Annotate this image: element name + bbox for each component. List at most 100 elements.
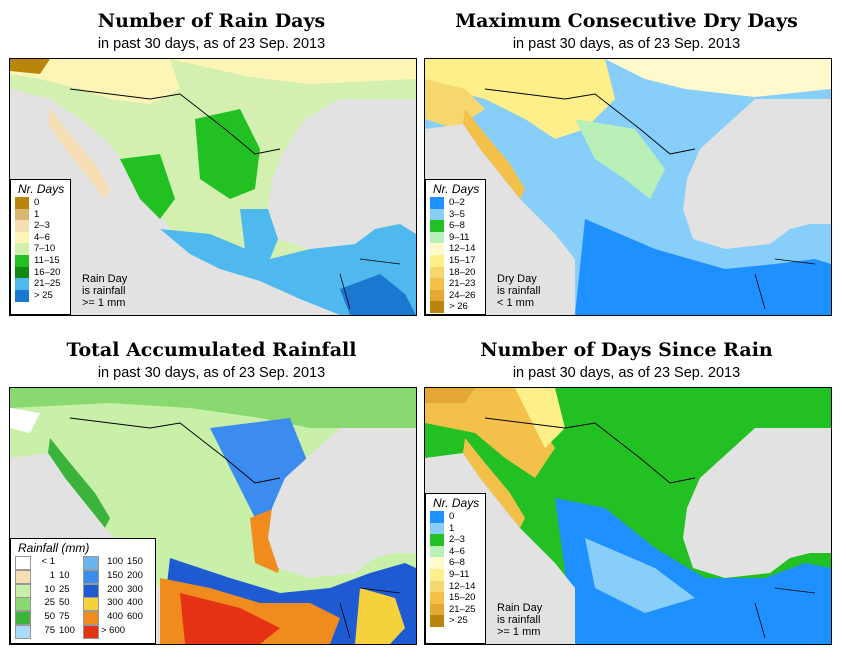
legend-swatch: [15, 220, 29, 233]
legend-swatch: [15, 231, 29, 244]
legend-swatch: [15, 289, 29, 302]
legend-label: 18–20: [449, 266, 476, 278]
map-dry-days: [424, 58, 832, 316]
map-graphic: [425, 388, 831, 644]
legend-title: Nr. Days: [433, 182, 480, 196]
legend-label: 15–17: [449, 255, 476, 266]
legend-label: 4–6: [34, 231, 50, 243]
legend-swatch: [430, 580, 444, 593]
legend-swatch: [430, 301, 444, 314]
panel-title: Total Accumulated Rainfall: [66, 339, 357, 361]
note-line: is rainfall: [497, 614, 541, 626]
legend-label: 6–8: [449, 220, 465, 232]
legend-range-low: 400: [107, 611, 123, 623]
legend-swatch: [15, 243, 29, 256]
legend-swatch: [430, 231, 444, 244]
legend-title: Nr. Days: [18, 182, 65, 196]
legend-label: 16–20: [34, 266, 61, 278]
legend-swatch: [430, 208, 444, 221]
legend-label: 2–3: [449, 534, 465, 546]
panel-subtitle: in past 30 days, as of 23 Sep. 2013: [512, 365, 741, 381]
map-graphic: [10, 59, 416, 315]
legend-swatch: [15, 255, 29, 267]
legend-swatch: [15, 625, 31, 639]
note-line: < 1 mm: [497, 297, 534, 309]
note-line: Rain Day: [497, 602, 543, 614]
note-line: is rainfall: [82, 285, 126, 297]
legend-title: Nr. Days: [433, 496, 480, 510]
legend-swatch: [430, 522, 444, 535]
legend-swatch: [430, 603, 444, 616]
legend-swatch: [83, 556, 99, 570]
panel-dry-days: Maximum Consecutive Dry Days in past 30 …: [415, 0, 838, 329]
legend-label: 24–26: [449, 289, 476, 301]
legend-label: 9–11: [449, 569, 470, 580]
note-line: >= 1 mm: [497, 626, 541, 638]
legend-range-high: 100: [59, 625, 75, 636]
legend-swatch: [430, 289, 444, 302]
legend-swatch: [83, 611, 99, 626]
legend-swatch: [430, 266, 444, 279]
legend-range-high: 200: [127, 569, 143, 581]
legend-swatch: [83, 625, 99, 639]
note-line: Rain Day: [82, 273, 128, 285]
note-line: is rainfall: [497, 285, 541, 297]
legend-swatch: [15, 278, 29, 291]
legend-label: > 25: [449, 615, 468, 627]
legend-swatch: [83, 583, 99, 598]
legend-label: 0: [449, 511, 455, 522]
panel-subtitle: in past 30 days, as of 23 Sep. 2013: [512, 36, 741, 52]
panel-days-since-rain: Number of Days Since Rain in past 30 day…: [415, 329, 838, 658]
legend-swatch: [15, 556, 31, 570]
legend-label: 0–2: [449, 197, 465, 208]
legend-range-high: 150: [127, 556, 143, 567]
legend-swatch: [15, 597, 31, 612]
legend-label: 21–25: [34, 278, 61, 290]
legend-range-low: 200: [107, 583, 123, 595]
legend-swatch: [15, 583, 31, 598]
legend-range-low: 100: [107, 556, 123, 567]
legend-swatch: [83, 569, 99, 584]
legend-swatch: [430, 278, 444, 291]
legend-swatch: [15, 611, 31, 626]
legend-range-low: 10: [44, 583, 55, 595]
legend-dry-days: Nr. Days 0–2 3–5 6–8 9–11 12–14 15–17 18–20 21–…: [425, 179, 486, 315]
legend-swatch: [430, 592, 444, 605]
note-line: Dry Day: [497, 273, 537, 285]
legend-swatch: [430, 557, 444, 570]
panel-subtitle: in past 30 days, as of 23 Sep. 2013: [97, 36, 326, 52]
legend-label: 15–20: [449, 592, 476, 604]
legend-label: 9–11: [449, 231, 470, 243]
legend-swatch: [430, 197, 444, 209]
legend-range-high: 50: [59, 597, 70, 609]
legend-label: 12–14: [449, 243, 476, 255]
legend-range-low: 150: [107, 569, 123, 581]
legend-note: Rain Day is rainfall >= 1 mm: [82, 273, 127, 309]
legend-label: 1: [449, 522, 455, 534]
panel-total-rainfall: Total Accumulated Rainfall in past 30 da…: [0, 329, 423, 658]
legend-label: 4–6: [449, 545, 465, 557]
legend-note: Dry Day is rainfall < 1 mm: [497, 273, 540, 309]
legend-swatch: [430, 243, 444, 256]
legend-swatch: [430, 569, 444, 581]
legend-range-low: 25: [44, 597, 55, 609]
legend-range-low: > 600: [101, 625, 126, 636]
panel-rain-days: Number of Rain Days in past 30 days, as …: [0, 0, 423, 329]
legend-swatch: [15, 569, 31, 584]
legend-swatch: [15, 197, 29, 209]
legend-swatch: [15, 208, 29, 221]
legend-range-high: 25: [59, 583, 70, 595]
legend-label: 21–25: [449, 603, 476, 615]
legend-swatch: [15, 266, 29, 279]
legend-label: 0: [34, 197, 40, 208]
legend-swatch: [83, 597, 99, 612]
legend-label: 1: [34, 208, 40, 220]
legend-swatch: [430, 534, 444, 547]
legend-label: 3–5: [449, 208, 465, 220]
legend-label: 11–15: [34, 255, 60, 266]
legend-range-high: 600: [127, 611, 143, 623]
legend-swatch: [430, 220, 444, 233]
legend-range-high: 400: [127, 597, 143, 609]
legend-range-high: 10: [59, 569, 70, 581]
legend-note: Rain Day is rainfall >= 1 mm: [497, 602, 542, 638]
